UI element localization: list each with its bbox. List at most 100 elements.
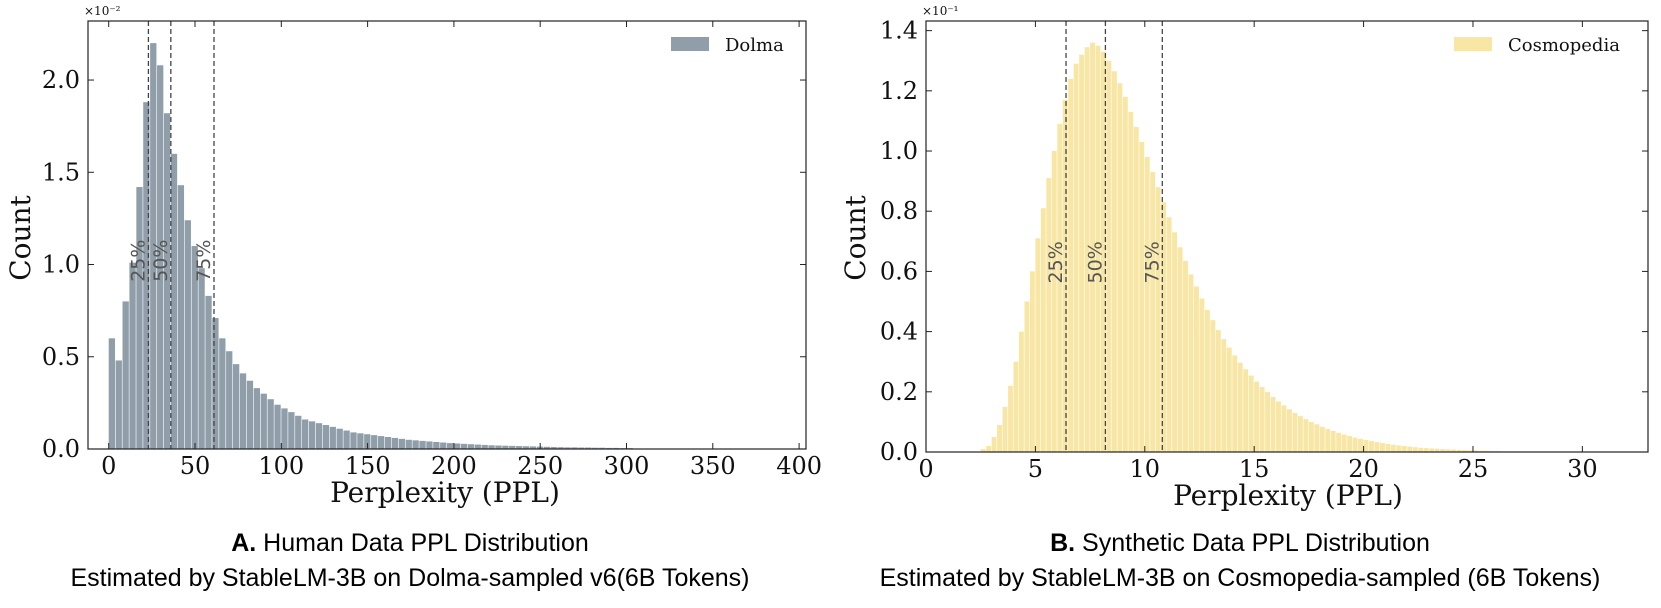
histogram-bar [1079, 54, 1085, 453]
histogram-bar [184, 220, 191, 449]
panel-a-caption-letter: A. [231, 529, 256, 557]
panel-b-y-label: Count [839, 194, 872, 280]
histogram-bar [377, 436, 385, 449]
histogram-bar [1341, 434, 1347, 452]
histogram-bar [1396, 445, 1402, 452]
panel-b-quantiles: 25% 50% 75% [1045, 21, 1163, 452]
histogram-bar [136, 187, 143, 449]
histogram-bar [1292, 412, 1298, 452]
histogram-bar [1117, 83, 1123, 453]
histogram-bar [1434, 448, 1440, 452]
x-tick-label: 250 [517, 452, 563, 480]
histogram-bar [1352, 437, 1358, 452]
histogram-bar [474, 444, 481, 449]
histogram-bar [1161, 202, 1167, 452]
histogram-bar [177, 185, 185, 449]
y-tick-label: 0.6 [880, 257, 918, 285]
histogram-bar [246, 380, 254, 449]
histogram-bar [1254, 381, 1260, 452]
panel-b-caption-title: B. Synthetic Data PPL Distribution [1050, 529, 1430, 557]
x-tick-label: 10 [1130, 455, 1161, 483]
histogram-bar [467, 444, 475, 449]
histogram-bar [405, 439, 412, 449]
histogram-bar [1002, 406, 1008, 452]
panel-b-x-label: Perplexity (PPL) [1173, 479, 1403, 512]
histogram-bar [1029, 271, 1035, 452]
histogram-bar [1325, 428, 1331, 452]
quantile-label: 25% [1045, 241, 1067, 283]
histogram-bar [502, 445, 509, 449]
panel-a-legend: Dolma [671, 35, 784, 56]
histogram-bar [1440, 448, 1446, 452]
histogram-bar [1084, 47, 1090, 452]
panel-a-bars [108, 43, 633, 450]
y-tick-label: 0.5 [42, 343, 80, 371]
histogram-bar [1363, 439, 1369, 452]
histogram-bar [1347, 436, 1353, 452]
histogram-bar [1008, 385, 1013, 452]
histogram-bar [281, 408, 288, 449]
histogram-bar [1062, 99, 1068, 453]
histogram-bar [488, 445, 495, 449]
histogram-bar [295, 415, 302, 449]
histogram-bar [1281, 405, 1287, 452]
panel-a-y-multiplier: ×10⁻² [84, 4, 121, 18]
histogram-bar [1462, 450, 1467, 452]
panel-b-bars [980, 42, 1533, 453]
histogram-bar [440, 442, 447, 449]
panel-a-legend-label: Dolma [725, 35, 784, 56]
histogram-bar [419, 440, 426, 449]
histogram-bar [1101, 51, 1106, 452]
histogram-bar [1287, 409, 1292, 452]
histogram-bar [322, 425, 330, 449]
x-tick-label: 20 [1348, 455, 1379, 483]
histogram-bar [591, 447, 599, 449]
histogram-bar [1358, 438, 1363, 452]
histogram-bar [1270, 396, 1276, 452]
panel-b-x-ticks: 0 5 10 15 20 25 30 [918, 21, 1598, 483]
histogram-bar [991, 436, 997, 452]
quantile-label: 75% [1141, 241, 1163, 283]
histogram-bar [1369, 441, 1374, 452]
histogram-bar [1188, 274, 1194, 452]
panel-b-caption-subtitle: Estimated by StableLM-3B on Cosmopedia-s… [880, 564, 1601, 592]
histogram-bar [336, 428, 343, 449]
histogram-bar [1308, 421, 1314, 452]
x-tick-label: 400 [776, 452, 822, 480]
panel-a-legend-swatch [671, 37, 709, 51]
x-tick-label: 150 [345, 452, 391, 480]
histogram-bar [1243, 369, 1249, 452]
histogram-bar [1385, 443, 1391, 452]
histogram-bar [157, 65, 164, 449]
panel-a-y-label: Count [4, 194, 37, 280]
histogram-bar [1374, 442, 1380, 452]
histogram-bar [522, 446, 530, 449]
histogram-bar [205, 295, 212, 449]
x-tick-label: 350 [690, 452, 736, 480]
histogram-bar [481, 444, 488, 449]
histogram-bar [1276, 401, 1281, 452]
histogram-bar [1128, 111, 1134, 453]
panel-b: 25% 50% 75% 0 5 10 15 20 25 30 0.0 0.2 0.4 0.6 0.8 1.… [839, 4, 1649, 592]
histogram-bar [129, 262, 136, 449]
histogram-bar [585, 447, 592, 449]
histogram-bar [1166, 217, 1172, 452]
histogram-bar [1418, 447, 1424, 452]
histogram-bar [1051, 151, 1057, 452]
histogram-bar [1319, 426, 1325, 452]
histogram-bar [516, 446, 523, 449]
histogram-bar [1040, 208, 1046, 452]
histogram-bar [1013, 361, 1019, 452]
histogram-bar [1445, 449, 1451, 452]
histogram-bar [1232, 355, 1238, 452]
histogram-bar [1429, 448, 1435, 452]
x-tick-label: 50 [180, 452, 211, 480]
histogram-bar [115, 360, 122, 449]
y-tick-label: 1.2 [880, 77, 918, 105]
y-tick-label: 1.0 [42, 251, 80, 279]
histogram-bar [447, 443, 454, 449]
histogram-bar [495, 445, 502, 449]
histogram-bar [412, 440, 419, 449]
quantile-label: 25% [127, 240, 149, 282]
histogram-bar [1090, 42, 1095, 453]
